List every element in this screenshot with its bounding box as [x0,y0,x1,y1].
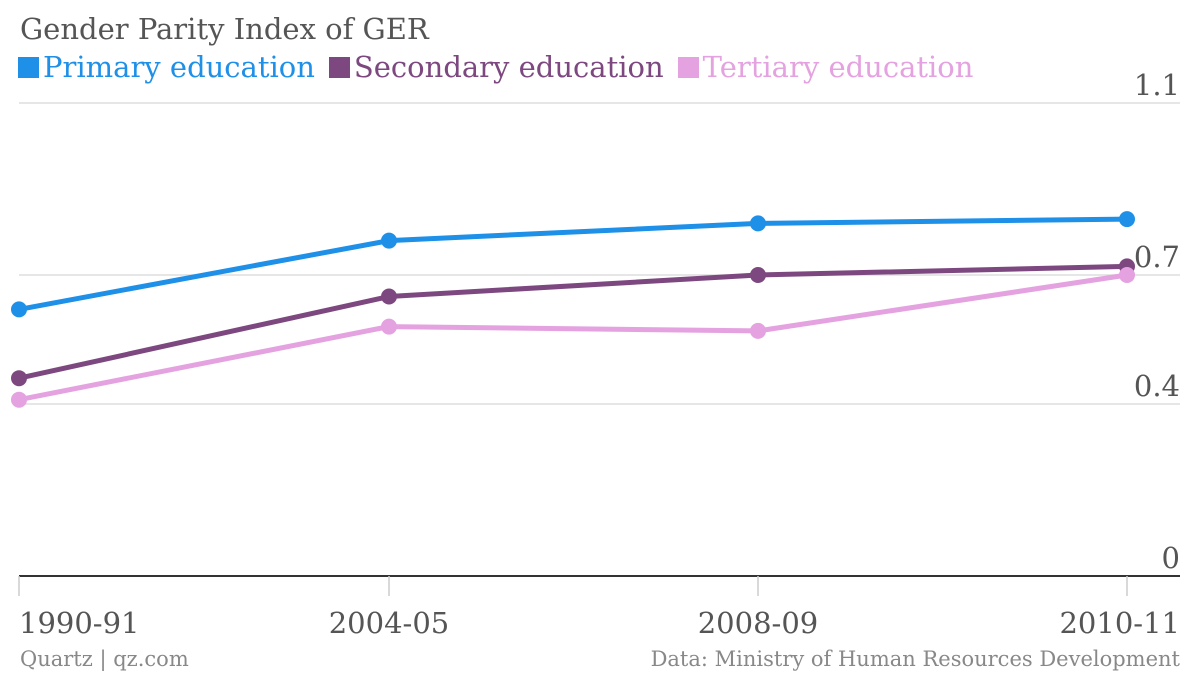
source-credit: Quartz | qz.com [20,647,189,671]
legend-label-secondary: Secondary education [353,50,664,84]
data-point-0-3 [1119,211,1135,228]
data-point-1-0 [11,370,27,387]
legend-item-tertiary: Tertiary education [677,50,974,84]
y-tick-label-3: 1.1 [1134,68,1180,102]
data-point-2-2 [750,322,766,339]
data-source: Data: Ministry of Human Resources Develo… [650,647,1180,671]
data-point-2-1 [381,318,397,335]
x-tick-label-2: 2008-09 [698,606,819,640]
y-tick-label-1: 0.4 [1134,369,1180,403]
legend-swatch-tertiary [677,56,699,78]
data-point-1-1 [381,288,397,305]
label-layer: 0 0.4 0.7 1.1 1990-91 2004-05 2008-09 2010-11 [19,68,1180,640]
data-point-0-0 [11,301,27,318]
data-point-2-0 [11,391,27,408]
legend-swatch-primary [18,56,39,78]
x-tick-label-1: 2004-05 [329,606,450,640]
series-line-0 [16,216,1130,312]
legend: Primary education Secondary education Te… [18,50,987,84]
x-tick-label-0: 1990-91 [19,606,140,640]
data-point-2-3 [1119,267,1135,283]
grid-layer [18,102,1180,596]
series-line-2 [16,272,1130,403]
y-tick-label-2: 0.7 [1134,240,1180,274]
legend-item-primary: Primary education [18,50,315,84]
data-point-0-2 [750,215,766,232]
legend-label-tertiary: Tertiary education [702,50,974,84]
data-point-1-2 [750,267,766,283]
series-layer [11,211,1135,408]
series-line-1 [16,263,1130,381]
data-point-0-1 [381,232,397,249]
x-tick-label-3: 2010-11 [1059,606,1180,640]
y-tick-label-0: 0 [1162,541,1180,575]
chart-title: Gender Parity Index of GER [20,12,429,46]
legend-swatch-secondary [328,56,350,78]
legend-label-primary: Primary education [43,50,315,84]
legend-item-secondary: Secondary education [328,50,664,84]
